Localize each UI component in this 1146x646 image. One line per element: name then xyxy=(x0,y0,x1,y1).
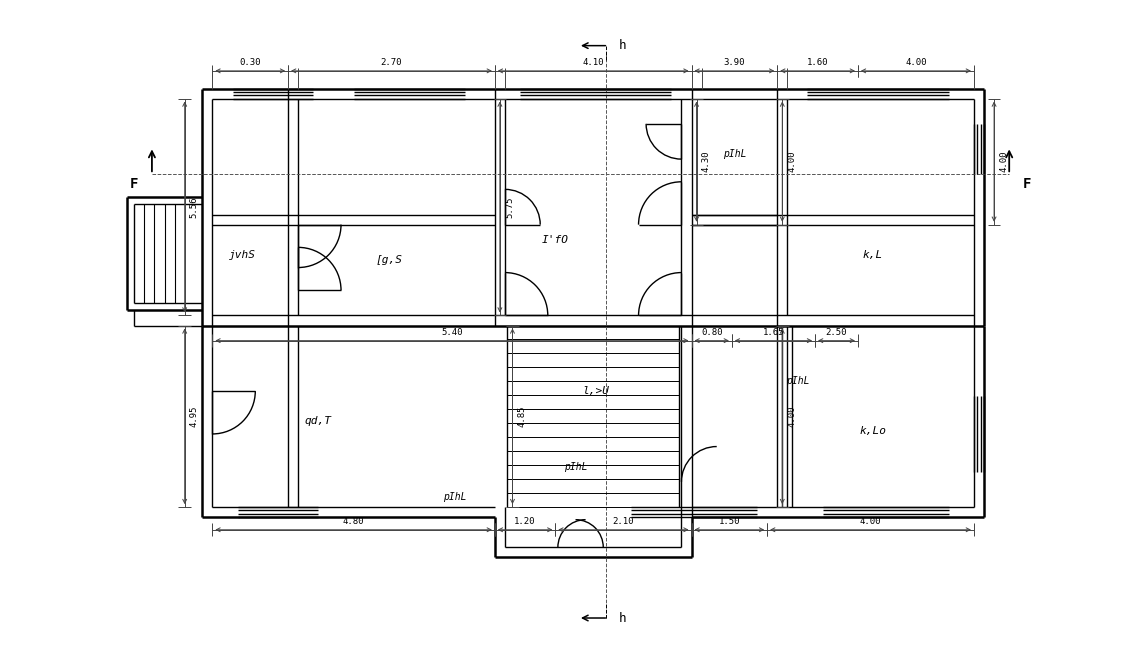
Text: 5.40: 5.40 xyxy=(441,328,463,337)
Text: pIhL: pIhL xyxy=(723,149,746,159)
Text: 3.90: 3.90 xyxy=(723,58,745,67)
Text: h: h xyxy=(619,612,626,625)
Text: 4.00: 4.00 xyxy=(905,58,927,67)
Text: 4.10: 4.10 xyxy=(582,58,604,67)
Text: k,L: k,L xyxy=(863,250,884,260)
Text: k,Lo: k,Lo xyxy=(860,426,887,437)
Text: 0.30: 0.30 xyxy=(240,58,261,67)
Text: pIhL: pIhL xyxy=(786,376,809,386)
Text: 1.20: 1.20 xyxy=(515,517,536,526)
Text: h: h xyxy=(619,39,626,52)
Text: 0.80: 0.80 xyxy=(701,328,722,337)
Text: 4.00: 4.00 xyxy=(999,151,1008,172)
Text: 1.50: 1.50 xyxy=(719,517,740,526)
Text: 1.60: 1.60 xyxy=(807,58,829,67)
Text: 4.00: 4.00 xyxy=(787,151,796,172)
Text: [g,S: [g,S xyxy=(376,255,402,265)
Text: 5.56: 5.56 xyxy=(190,196,198,218)
Text: 4.95: 4.95 xyxy=(190,406,198,427)
Text: 4.85: 4.85 xyxy=(518,406,526,427)
Text: 4.30: 4.30 xyxy=(701,151,711,172)
Text: F: F xyxy=(1022,177,1031,191)
Text: 1.65: 1.65 xyxy=(763,328,784,337)
Text: 4.00: 4.00 xyxy=(860,517,881,526)
Text: I'fO: I'fO xyxy=(542,234,568,245)
Text: F: F xyxy=(131,177,139,191)
Text: 2.70: 2.70 xyxy=(380,58,402,67)
Text: 2.10: 2.10 xyxy=(613,517,634,526)
Text: pIhL: pIhL xyxy=(564,462,587,472)
Text: jvhS: jvhS xyxy=(229,250,257,260)
Text: 4.00: 4.00 xyxy=(787,406,796,427)
Text: qd,T: qd,T xyxy=(305,416,332,426)
Text: pIhL: pIhL xyxy=(442,492,466,502)
Text: 5.75: 5.75 xyxy=(505,196,513,218)
Text: l,>U: l,>U xyxy=(582,386,610,396)
Text: 2.50: 2.50 xyxy=(826,328,847,337)
Text: 4.80: 4.80 xyxy=(343,517,364,526)
